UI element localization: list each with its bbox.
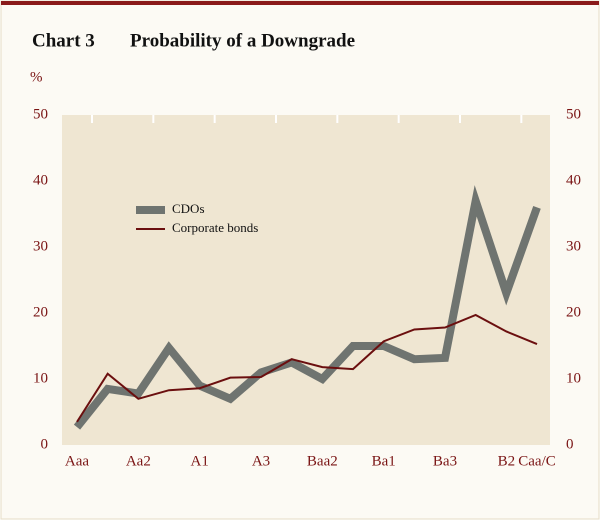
- y-tick-label: 20: [33, 304, 48, 320]
- x-tick-label: Aa2: [126, 453, 151, 469]
- x-tick-label: A3: [252, 453, 270, 469]
- x-tick-label: Caa/C: [518, 453, 556, 469]
- y-tick-label: 40: [33, 172, 48, 188]
- y2-tick-label: 20: [566, 304, 581, 320]
- y2-tick-label: 0: [566, 436, 574, 452]
- x-tick-label: B2: [498, 453, 516, 469]
- legend-label: Corporate bonds: [172, 220, 258, 235]
- y-tick-label: 30: [33, 238, 48, 254]
- y2-tick-label: 30: [566, 238, 581, 254]
- legend-label: CDOs: [172, 201, 205, 216]
- chart-title: Probability of a Downgrade: [130, 30, 355, 51]
- x-tick-label: Aaa: [65, 453, 89, 469]
- series-line: [73, 185, 541, 430]
- y-tick-label: 10: [33, 370, 48, 386]
- x-tick-label: Ba1: [372, 453, 396, 469]
- chart-number: Chart 3: [32, 30, 95, 51]
- x-tick-label: A1: [190, 453, 208, 469]
- y2-tick-label: 50: [566, 106, 581, 122]
- x-tick-label: Ba3: [433, 453, 457, 469]
- y2-tick-label: 10: [566, 370, 581, 386]
- x-tick-label: Baa2: [307, 453, 338, 469]
- series-line: [76, 313, 538, 423]
- y-unit: %: [30, 69, 43, 85]
- y-tick-label: 50: [33, 106, 48, 122]
- y-tick-label: 0: [41, 436, 49, 452]
- top-rule: [1, 1, 599, 5]
- y2-tick-label: 40: [566, 172, 581, 188]
